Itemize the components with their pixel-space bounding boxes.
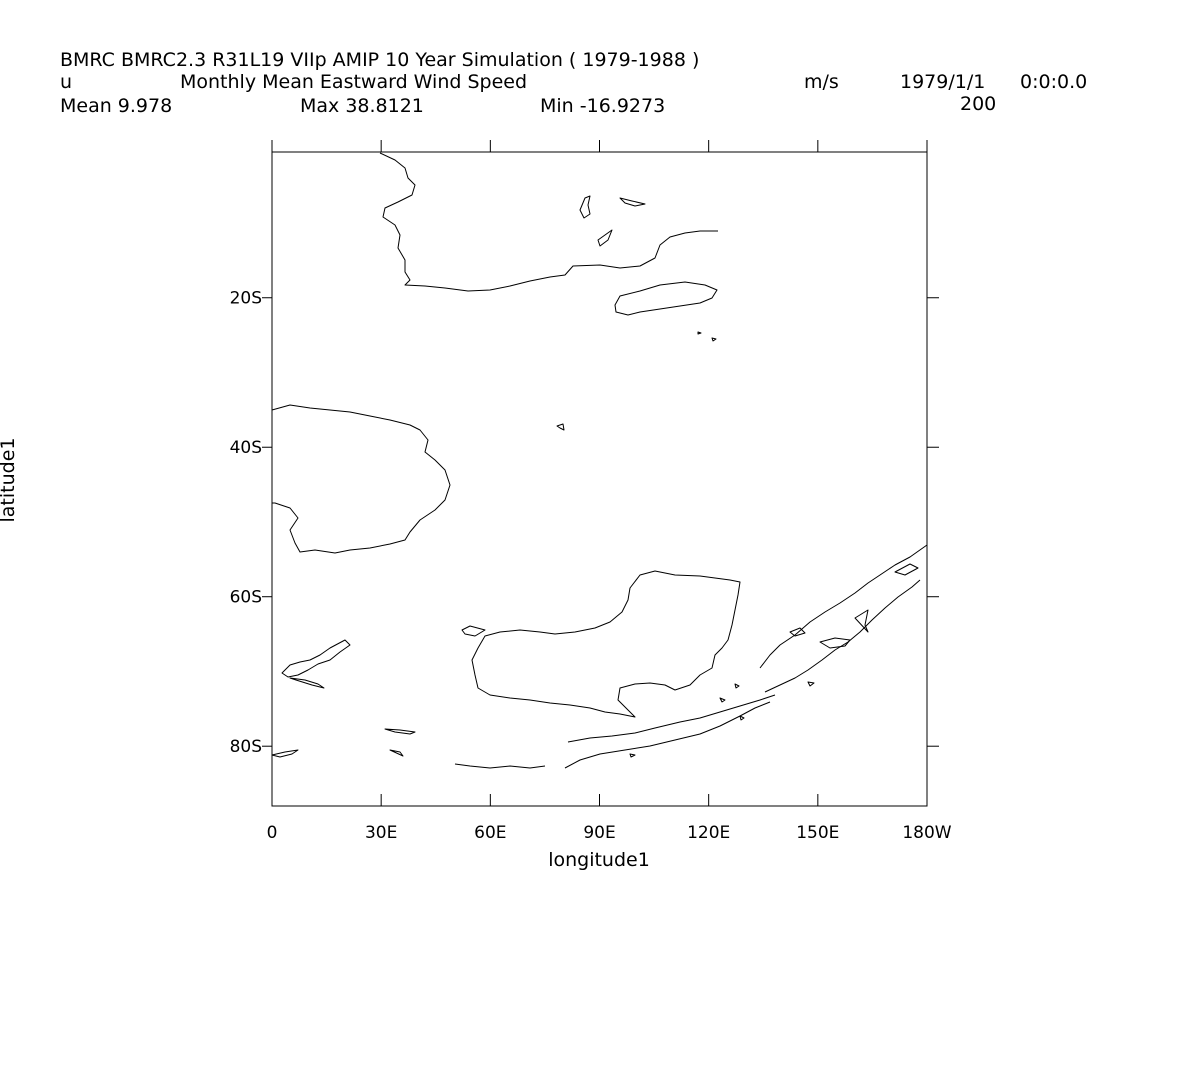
variable-name: u bbox=[60, 71, 73, 93]
coastline-islet-d bbox=[719, 697, 726, 703]
units-label: m/s bbox=[804, 71, 839, 93]
coastline-islet-g bbox=[739, 715, 745, 721]
coastline-islet-f bbox=[807, 681, 815, 687]
coastline-island-c bbox=[619, 197, 646, 207]
time-label: 0:0:0.0 bbox=[1020, 71, 1088, 93]
coastline-australia bbox=[379, 152, 718, 292]
coastline-arc-b bbox=[819, 637, 851, 649]
mean-stat: Mean 9.978 bbox=[60, 95, 173, 117]
coastline-islet-c bbox=[556, 423, 565, 431]
y-tick-label-60s: 60S bbox=[230, 588, 262, 608]
coastline-island-a bbox=[614, 281, 718, 316]
x-axis-ticks: 0 30E 60E 90E 120E 150E 180W bbox=[267, 140, 952, 843]
x-tick-label-90e: 90E bbox=[583, 823, 615, 843]
coastline-island-d bbox=[597, 229, 613, 247]
date-label: 1979/1/1 bbox=[900, 71, 986, 93]
coastline-ross-edge-2 bbox=[564, 701, 771, 769]
y-tick-label-80s: 80S bbox=[230, 737, 262, 757]
y-axis-ticks: 20S 40S 60S 80S bbox=[230, 289, 939, 757]
coastline-arc-a bbox=[789, 627, 806, 637]
coastline-shelf-e bbox=[389, 749, 404, 757]
coastline-ross-edge bbox=[567, 694, 776, 743]
coastline-shelf-g bbox=[271, 749, 299, 758]
x-tick-label-180w: 180W bbox=[902, 823, 951, 843]
coastline-ice-shelf-b bbox=[281, 639, 351, 678]
max-stat: Max 38.8121 bbox=[300, 95, 424, 117]
level-label: 200 bbox=[960, 93, 997, 115]
model-title: BMRC BMRC2.3 R31L19 VIIp AMIP 10 Year Si… bbox=[60, 49, 700, 71]
coastline-peninsula-2 bbox=[764, 579, 921, 693]
x-tick-label-0: 0 bbox=[267, 823, 278, 843]
x-tick-label-120e: 120E bbox=[687, 823, 730, 843]
coastlines bbox=[271, 152, 928, 769]
y-tick-label-40s: 40S bbox=[230, 438, 262, 458]
coastline-southern-africa bbox=[271, 404, 451, 554]
coastline-islet-e bbox=[734, 683, 740, 689]
coastline-ice-shelf-c bbox=[289, 677, 325, 689]
x-axis-title: longitude1 bbox=[548, 849, 650, 871]
x-tick-label-150e: 150E bbox=[796, 823, 839, 843]
coastline-islet-b bbox=[711, 337, 717, 342]
map-frame bbox=[271, 151, 928, 807]
coastline-peninsula bbox=[759, 544, 928, 669]
y-tick-label-20s: 20S bbox=[230, 289, 262, 309]
coastline-shelf-f bbox=[454, 763, 546, 769]
y-axis-title: latitude1 bbox=[0, 438, 19, 523]
coastline-island-b bbox=[579, 195, 591, 219]
x-tick-label-60e: 60E bbox=[474, 823, 506, 843]
coastline-shelf-d bbox=[384, 728, 416, 735]
coastline-ice-shelf-a bbox=[461, 625, 486, 637]
coastline-arc-d bbox=[894, 563, 919, 576]
coastline-islet-a bbox=[697, 331, 702, 335]
min-stat: Min -16.9273 bbox=[540, 95, 666, 117]
coastline-islet-h bbox=[629, 753, 636, 758]
variable-long-name: Monthly Mean Eastward Wind Speed bbox=[180, 71, 528, 93]
coastline-arc-c bbox=[854, 609, 869, 633]
coastline-antarctica bbox=[471, 570, 741, 718]
x-tick-label-30e: 30E bbox=[365, 823, 397, 843]
